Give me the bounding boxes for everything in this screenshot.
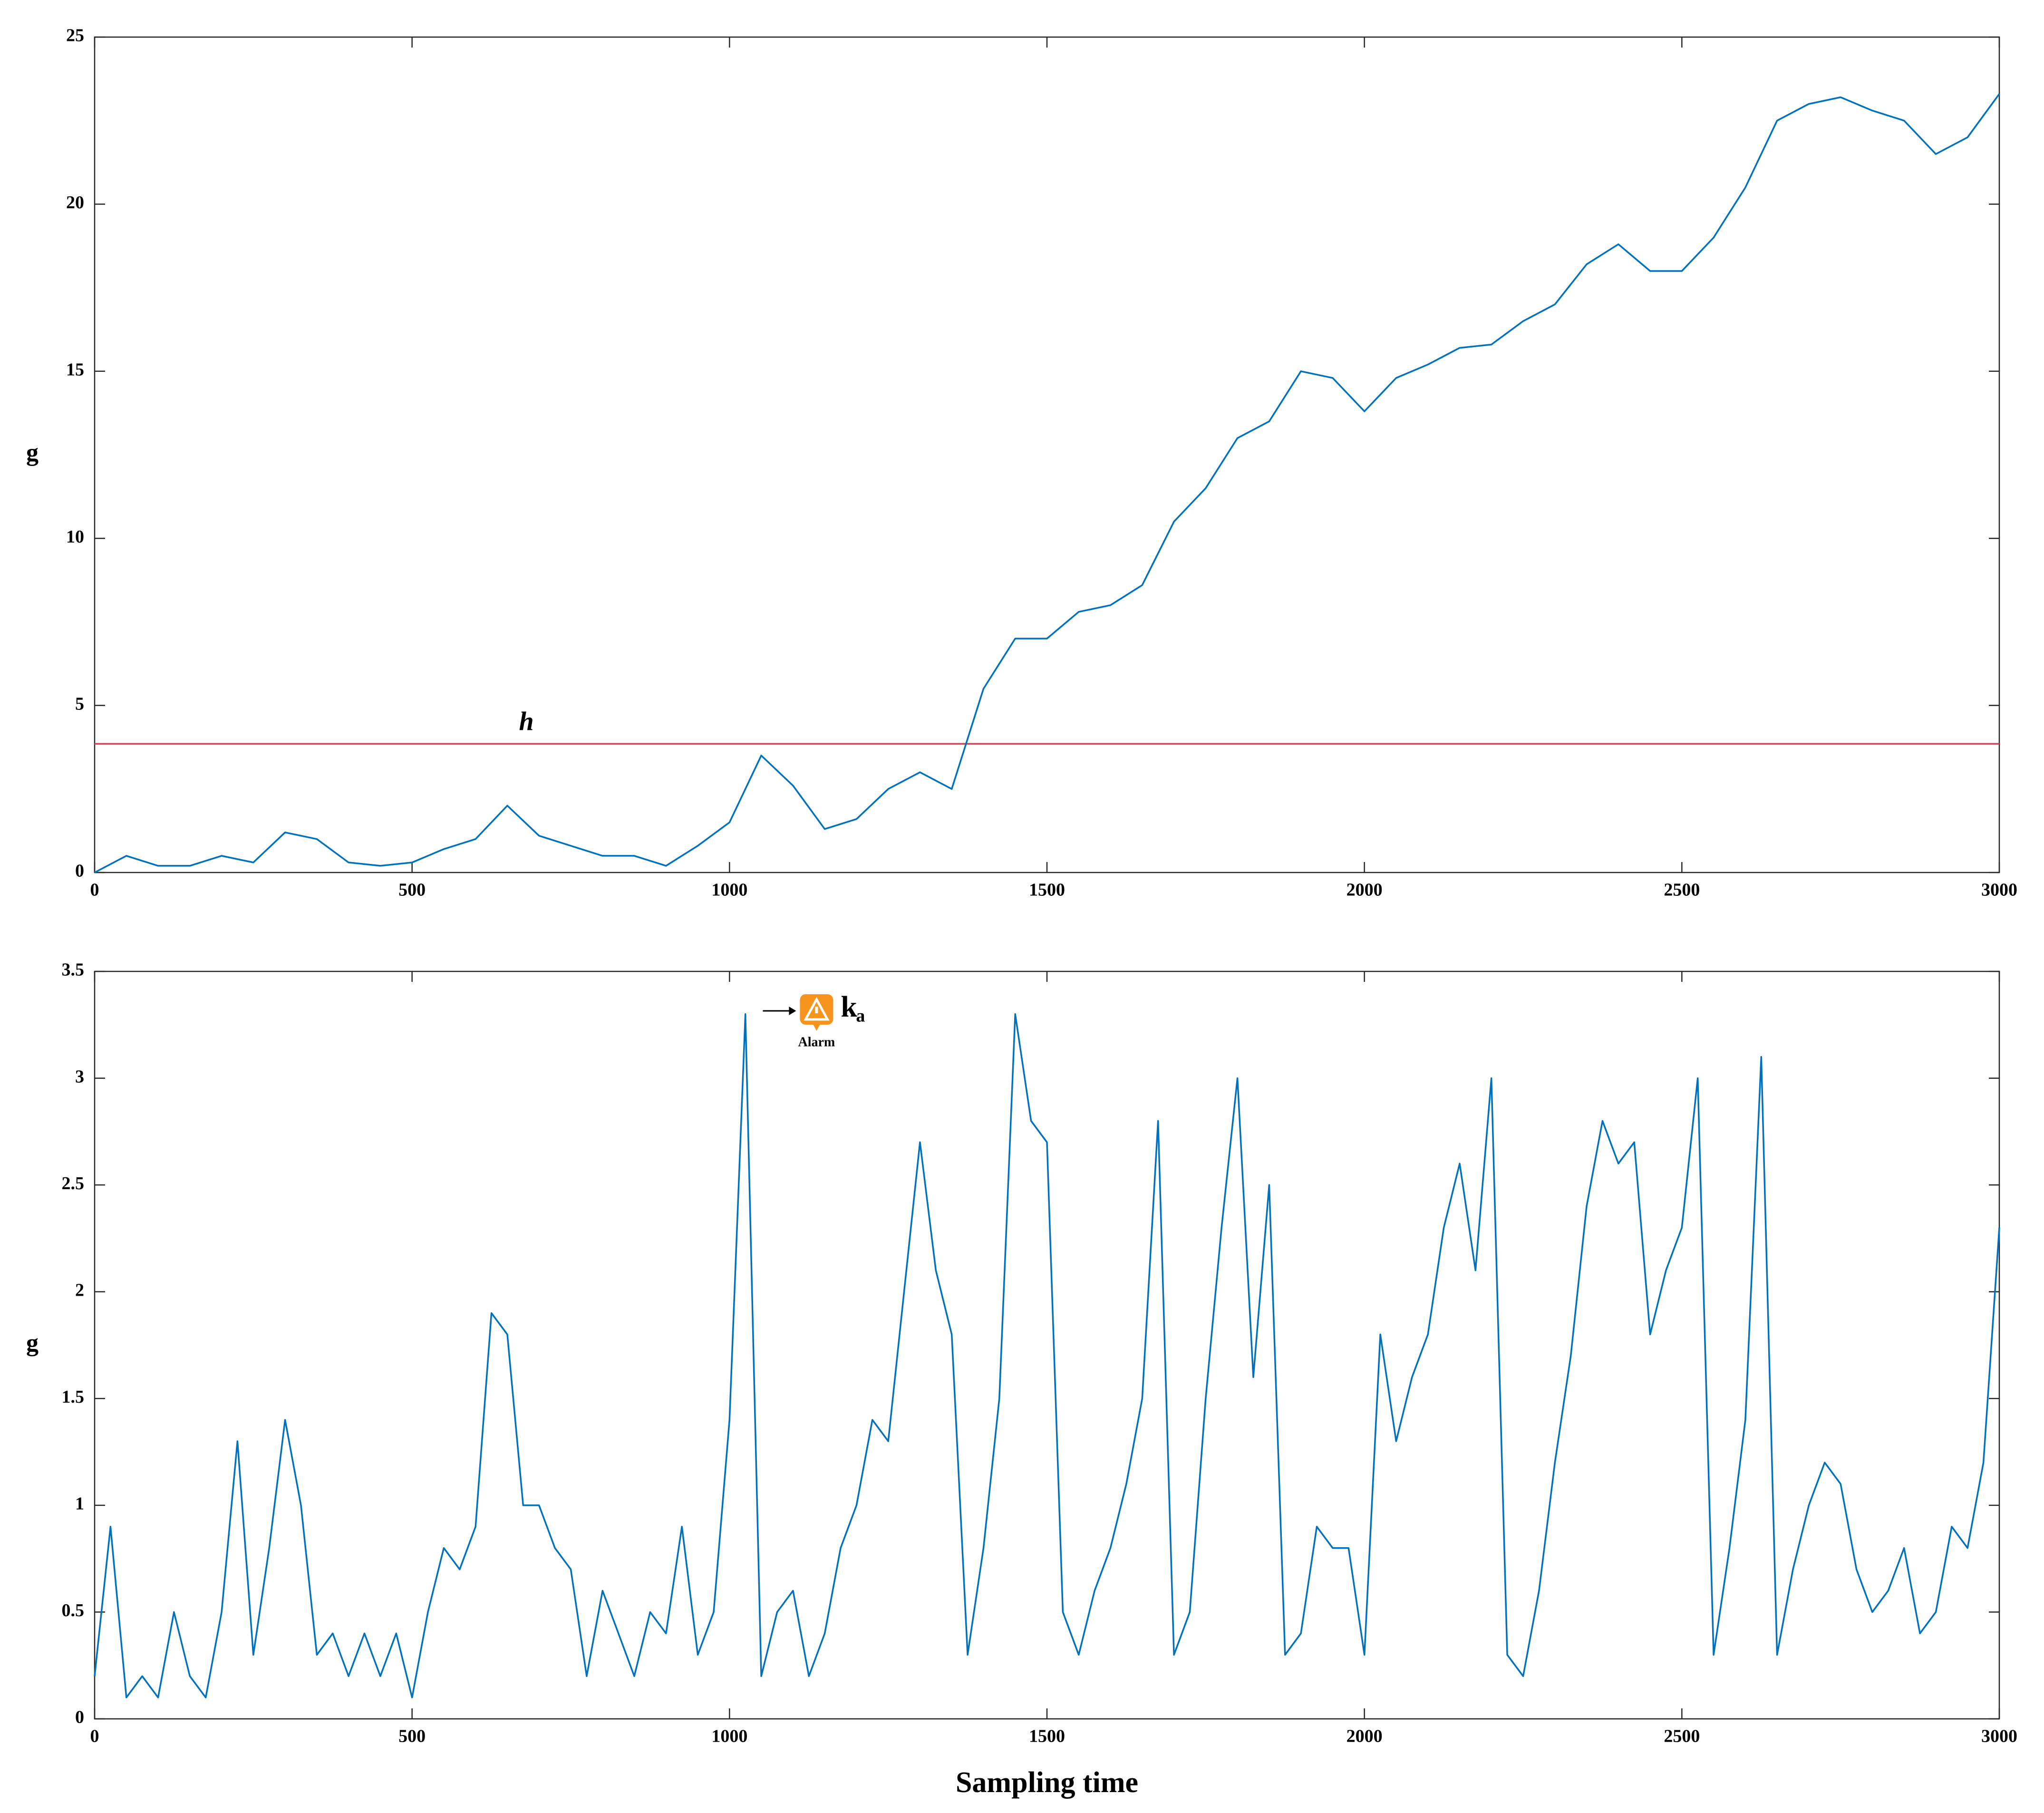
x-tick-label: 1000 [711, 880, 747, 900]
y-tick-label: 0 [75, 1707, 84, 1727]
x-tick-label: 2500 [1664, 1726, 1700, 1746]
x-tick-label: 500 [398, 880, 426, 900]
x-tick-label: 1500 [1029, 1726, 1065, 1746]
y-tick-label: 0.5 [62, 1600, 85, 1620]
alarm-symbol: k [841, 991, 857, 1023]
threshold-label: h [519, 707, 533, 736]
alarm-subscript: a [856, 1006, 865, 1026]
x-tick-label: 2500 [1664, 880, 1700, 900]
y-tick-label: 3.5 [62, 960, 85, 980]
x-tick-label: 1500 [1029, 880, 1065, 900]
plot-area [94, 970, 2000, 1720]
y-tick-label: 0 [75, 861, 84, 881]
y-tick-label: 2.5 [62, 1173, 85, 1193]
x-tick-label: 0 [90, 1726, 99, 1746]
plot-area [94, 36, 2000, 873]
y-axis-label: g [26, 439, 39, 466]
x-tick-label: 1000 [711, 1726, 747, 1746]
alarm-text: Alarm [798, 1035, 835, 1049]
y-tick-label: 1.5 [62, 1387, 85, 1407]
x-tick-label: 2000 [1347, 1726, 1383, 1746]
x-tick-label: 3000 [1981, 1726, 2017, 1746]
y-tick-label: 5 [75, 694, 84, 714]
y-axis-label: g [26, 1329, 39, 1357]
data-line [94, 1013, 2000, 1698]
alarm-arrowhead [789, 1007, 796, 1015]
x-tick-label: 3000 [1981, 880, 2017, 900]
alarm-icon-tail [813, 1025, 820, 1031]
y-tick-label: 25 [66, 26, 84, 46]
y-tick-label: 1 [75, 1494, 84, 1514]
alarm-icon-bang [815, 1007, 818, 1013]
x-axis-label: Sampling time [956, 1766, 1138, 1799]
y-tick-label: 2 [75, 1280, 84, 1300]
alarm-icon-triangle [804, 997, 830, 1021]
x-tick-label: 0 [90, 880, 99, 900]
y-tick-label: 20 [66, 193, 84, 213]
y-tick-label: 3 [75, 1066, 84, 1086]
x-tick-label: 2000 [1347, 880, 1383, 900]
y-tick-label: 10 [66, 527, 84, 547]
y-tick-label: 15 [66, 360, 84, 380]
x-tick-label: 500 [398, 1726, 426, 1746]
data-line [94, 93, 2000, 873]
